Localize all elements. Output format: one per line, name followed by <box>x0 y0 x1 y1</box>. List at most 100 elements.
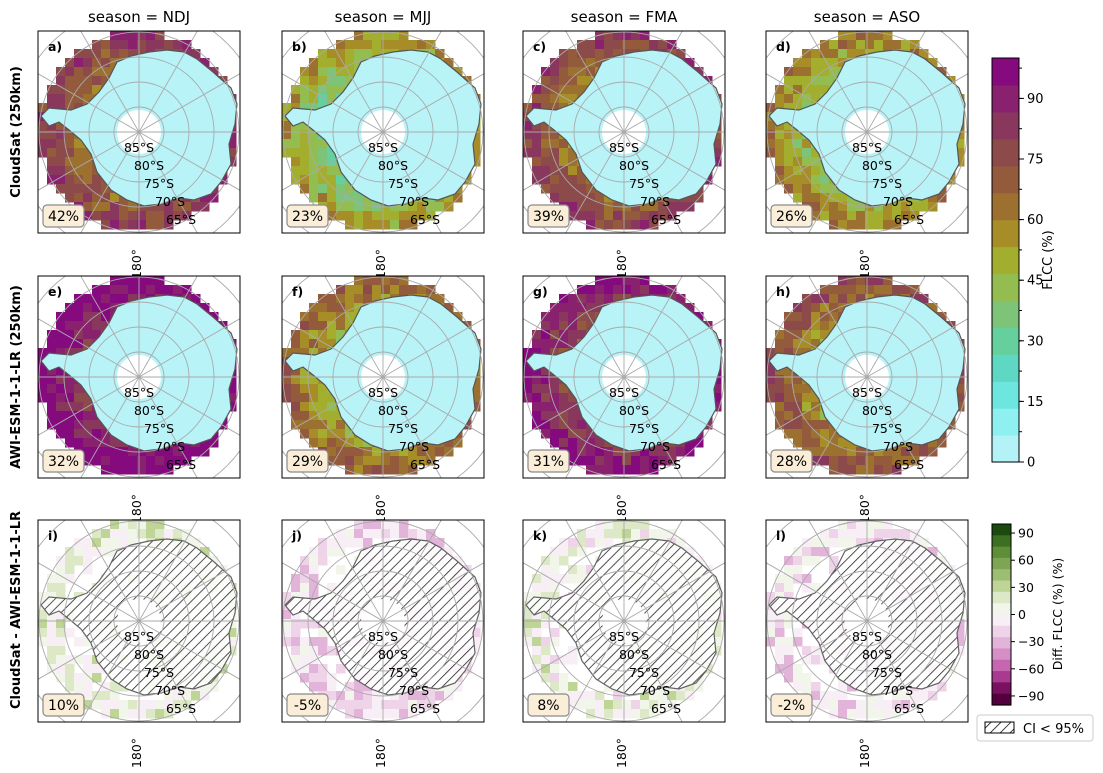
map-cell <box>811 691 821 701</box>
map-cell <box>74 85 84 95</box>
map-cell <box>541 574 551 584</box>
meridian-line <box>623 276 683 378</box>
map-cell <box>685 682 695 692</box>
map-cell <box>910 691 920 701</box>
map-cell <box>541 121 551 131</box>
map-cell <box>354 438 364 448</box>
map-cell <box>685 58 695 68</box>
map-cell <box>291 157 301 167</box>
map-cell <box>784 655 794 665</box>
colorbar-diff-cell <box>992 648 1011 661</box>
panel-mean-value: 31% <box>533 454 564 470</box>
map-cell <box>101 547 111 557</box>
meridian-line <box>38 376 140 436</box>
map-cell <box>550 393 560 403</box>
map-cell <box>282 375 292 385</box>
map-cell <box>838 294 848 304</box>
panel-letter: c) <box>533 39 546 54</box>
map-cell <box>282 103 292 113</box>
map-cell <box>784 157 794 167</box>
map-cell <box>444 438 454 448</box>
map-cell <box>300 184 310 194</box>
map-cell <box>74 547 84 557</box>
map-cell <box>291 85 301 95</box>
map-cell <box>559 157 569 167</box>
map-cell <box>586 49 596 59</box>
latitude-label: 85°S <box>124 629 154 644</box>
map-cell <box>372 285 382 295</box>
map-cell <box>802 411 812 421</box>
map-cell <box>559 321 569 331</box>
map-cell <box>309 637 319 647</box>
map-cell <box>847 49 857 59</box>
map-cell <box>363 709 373 719</box>
map-cell <box>667 691 677 701</box>
colorbar-diff-cell <box>992 682 1011 695</box>
map-cell <box>847 220 857 230</box>
map-cell <box>712 637 722 647</box>
meridian-line <box>623 520 683 622</box>
map-cell <box>667 529 677 539</box>
map-cell <box>363 49 373 59</box>
panel-letter: l) <box>776 528 786 543</box>
map-cell <box>631 700 641 710</box>
map-cell <box>775 366 785 376</box>
map-cell <box>191 49 201 59</box>
map-cell <box>83 294 93 304</box>
map-cell <box>820 529 830 539</box>
map-cell <box>523 121 533 131</box>
map-cell <box>811 339 821 349</box>
map-cell <box>532 148 542 158</box>
map-cell <box>595 529 605 539</box>
map-cell <box>784 411 794 421</box>
map-cell <box>390 465 400 475</box>
map-cell <box>766 139 776 149</box>
map-cell <box>309 384 319 394</box>
map-cell <box>775 85 785 95</box>
map-cell <box>640 211 650 221</box>
map-cell <box>622 520 632 530</box>
map-cell <box>775 375 785 385</box>
map-cell <box>550 312 560 322</box>
map-cell <box>577 58 587 68</box>
map-cell <box>577 538 587 548</box>
map-cell <box>309 339 319 349</box>
map-cell <box>847 211 857 221</box>
map-cell <box>874 40 884 50</box>
map-cell <box>865 285 875 295</box>
latitude-label: 80°S <box>134 647 164 662</box>
map-cell <box>541 148 551 158</box>
map-cell <box>586 220 596 230</box>
map-cell <box>47 130 57 140</box>
latitude-label: 70°S <box>883 194 913 209</box>
latitude-label: 85°S <box>609 140 639 155</box>
meridian-line <box>866 376 926 478</box>
map-cell <box>883 700 893 710</box>
map-cell <box>318 294 328 304</box>
map-cell <box>874 529 884 539</box>
map-cell <box>291 664 301 674</box>
map-cell <box>550 103 560 113</box>
map-cell <box>658 447 668 457</box>
map-cell <box>309 655 319 665</box>
map-cell <box>793 682 803 692</box>
map-cell <box>56 583 66 593</box>
map-cell <box>83 682 93 692</box>
map-cell <box>83 339 93 349</box>
map-cell <box>802 303 812 313</box>
map-cell <box>532 411 542 421</box>
map-cell <box>146 40 156 50</box>
map-cell <box>83 456 93 466</box>
map-cell <box>586 691 596 701</box>
map-cell <box>417 529 427 539</box>
map-content <box>38 276 240 478</box>
colorbar-flcc-tick-label: 75 <box>1027 153 1044 168</box>
map-cell <box>856 294 866 304</box>
map-cell <box>856 709 866 719</box>
map-cell <box>164 700 174 710</box>
map-cell <box>568 184 578 194</box>
map-cell <box>399 529 409 539</box>
colorbar-diff-tick-label: −30 <box>1018 634 1044 649</box>
map-cell <box>838 438 848 448</box>
map-cell <box>38 366 48 376</box>
